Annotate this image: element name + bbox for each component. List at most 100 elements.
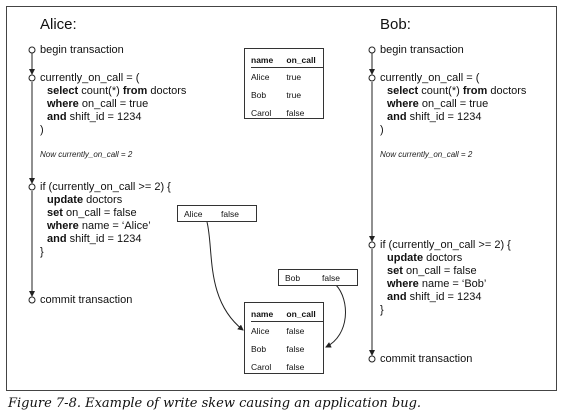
table-row: Alice false [251,322,323,341]
bob-write-message: Bob false [278,269,358,286]
alice-write-message: Alice false [177,205,257,222]
bob-set-line: set on_call = false [380,265,511,278]
table-cell: false [286,108,305,118]
bob-title: Bob: [380,16,411,33]
alice-read-query: currently_on_call = ( select count(*) fr… [40,72,186,137]
table-cell: false [286,344,305,354]
table-row: Carol false [251,104,323,122]
bob-query-line-3: where on_call = true [380,98,526,111]
alice-query-line-1: currently_on_call = ( [40,72,140,84]
bob-set-keyword: set [387,265,403,277]
table-cell: Carol [251,362,272,372]
alice-update-keyword: update [47,194,84,206]
bob-if-line: if (currently_on_call >= 2) { [380,239,511,251]
alice-write-name: Alice [184,209,203,219]
bob-update-and-keyword: and [387,291,407,303]
table-before-grid: name on_call Alice true Bob true Carol f… [251,52,323,122]
bob-commit-transaction: commit transaction [380,353,473,365]
bob-and-keyword: and [387,111,407,123]
alice-set-keyword: set [47,207,63,219]
table-cell: Alice [251,326,270,336]
bob-update-where-rest: name = ‘Bob’ [418,278,487,290]
table-row: Carol false [251,358,323,376]
alice-update-and-keyword: and [47,233,67,245]
table-cell: true [286,72,302,82]
bob-update-and-rest: shift_id = 1234 [406,291,482,303]
table-after-header-on-call: on_call [286,306,323,322]
alice-event-commit [28,296,36,304]
alice-update-where-rest: name = ‘Alice’ [78,220,151,232]
bob-where-rest: on_call = true [418,98,489,110]
alice-update-where-line: where name = ‘Alice’ [40,220,171,233]
alice-commit-transaction: commit transaction [40,294,133,306]
diagram-frame [6,6,557,391]
bob-update-line: update doctors [380,252,511,265]
bob-note: Now currently_on_call = 2 [380,150,473,159]
alice-from-rest: doctors [147,85,187,97]
alice-note: Now currently_on_call = 2 [40,150,133,159]
bob-query-line-1: currently_on_call = ( [380,72,480,84]
alice-update-block: if (currently_on_call >= 2) { update doc… [40,181,171,259]
bob-select-rest: count(*) [418,85,463,97]
table-before-header-name: name [251,52,287,68]
table-row: Bob false [251,340,323,358]
alice-query-line-3: where on_call = true [40,98,186,111]
figure-caption: Figure 7-8. Example of write skew causin… [8,396,422,411]
table-cell: true [286,90,302,100]
alice-query-line-4: and shift_id = 1234 [40,111,186,124]
table-before: name on_call Alice true Bob true Carol f… [244,48,324,119]
alice-where-keyword: where [47,98,79,110]
alice-set-rest: on_call = false [62,207,137,219]
table-before-header-on-call: on_call [286,52,323,68]
bob-event-read [368,74,376,82]
alice-and-keyword: and [47,111,67,123]
bob-select-keyword: select [387,85,419,97]
alice-write-arrow [206,221,244,331]
alice-update-and-line: and shift_id = 1234 [40,233,171,246]
alice-if-line: if (currently_on_call >= 2) { [40,181,171,193]
bob-write-value: false [322,273,340,283]
alice-event-update [28,183,36,191]
bob-update-and-line: and shift_id = 1234 [380,291,511,304]
table-cell: false [286,326,305,336]
alice-write-value: false [221,209,239,219]
table-after-header-name: name [251,306,287,322]
bob-read-query: currently_on_call = ( select count(*) fr… [380,72,526,137]
table-after-grid: name on_call Alice false Bob false Carol… [251,306,323,376]
bob-event-update [368,241,376,249]
alice-begin-transaction: begin transaction [40,44,124,56]
alice-update-where-keyword: where [47,220,79,232]
bob-query-line-2: select count(*) from doctors [380,85,526,98]
alice-event-read [28,74,36,82]
alice-update-rest: doctors [83,194,123,206]
alice-event-begin [28,46,36,54]
bob-query-line-4: and shift_id = 1234 [380,111,526,124]
alice-select-rest: count(*) [78,85,123,97]
bob-and-rest: shift_id = 1234 [406,111,482,123]
alice-from-keyword: from [122,85,148,97]
alice-query-line-2: select count(*) from doctors [40,85,186,98]
bob-event-commit [368,355,376,363]
alice-update-close: } [40,246,44,258]
alice-update-and-rest: shift_id = 1234 [66,233,142,245]
table-row: Alice true [251,68,323,87]
alice-select-keyword: select [47,85,79,97]
bob-update-where-line: where name = ‘Bob’ [380,278,511,291]
bob-set-rest: on_call = false [402,265,477,277]
bob-begin-transaction: begin transaction [380,44,464,56]
bob-event-begin [368,46,376,54]
table-cell: Alice [251,72,270,82]
table-cell: Bob [251,90,267,100]
alice-where-rest: on_call = true [78,98,149,110]
alice-and-rest: shift_id = 1234 [66,111,142,123]
bob-write-arrow [325,284,346,348]
table-before-header-row: name on_call [251,52,323,68]
table-after-header-row: name on_call [251,306,323,322]
bob-where-keyword: where [387,98,419,110]
table-cell: Bob [251,344,267,354]
bob-from-keyword: from [462,85,488,97]
alice-set-line: set on_call = false [40,207,171,220]
alice-title: Alice: [40,16,77,33]
bob-update-where-keyword: where [387,278,419,290]
alice-update-line: update doctors [40,194,171,207]
